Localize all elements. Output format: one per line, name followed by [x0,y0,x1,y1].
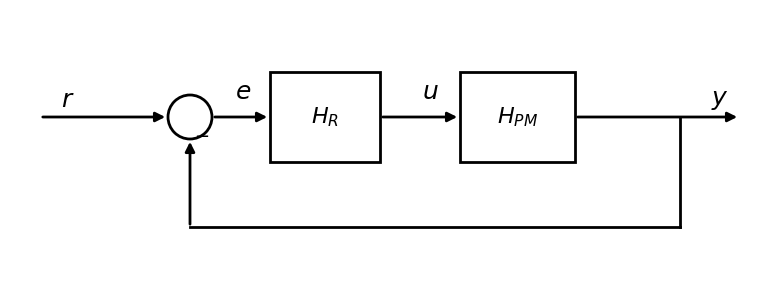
Bar [460,72,575,162]
Text: $e$: $e$ [235,80,251,104]
Text: $y$: $y$ [711,88,729,112]
Bar [270,72,380,162]
Text: $u$: $u$ [421,80,438,104]
Text: $H_R$: $H_R$ [311,105,339,129]
Text: $H_{PM}$: $H_{PM}$ [497,105,539,129]
Text: $r$: $r$ [61,88,74,112]
Text: $-$: $-$ [195,126,210,144]
